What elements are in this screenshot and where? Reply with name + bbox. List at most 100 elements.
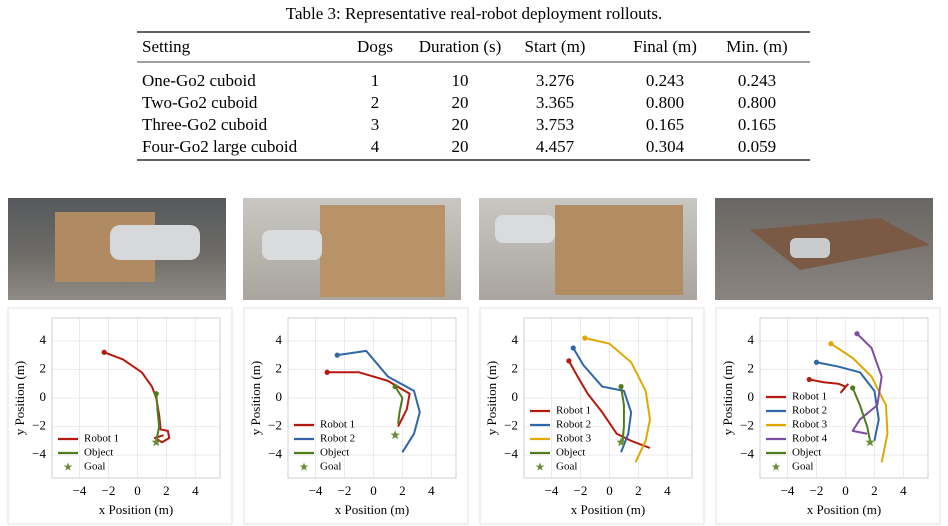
y-tick-label: 4 bbox=[276, 332, 283, 347]
panel bbox=[243, 307, 469, 525]
trajectory bbox=[620, 386, 625, 443]
x-tick-label: 0 bbox=[842, 483, 849, 498]
legend-label: Goal bbox=[792, 461, 813, 473]
x-tick-label: 4 bbox=[900, 483, 907, 498]
y-tick-label: −4 bbox=[740, 446, 754, 461]
photo-box bbox=[555, 205, 683, 295]
legend-swatch bbox=[299, 462, 309, 471]
start-point bbox=[566, 358, 572, 364]
trajectory bbox=[809, 378, 850, 394]
legend: Robot 1 Robot 2 Robot 3 Object Goal bbox=[530, 405, 592, 473]
table-cell: 0.059 bbox=[738, 137, 776, 156]
start-point bbox=[806, 376, 812, 383]
table-cell: One-Go2 cuboid bbox=[142, 71, 256, 90]
table-header: Setting bbox=[142, 37, 191, 56]
legend: Robot 1 Object Goal bbox=[58, 433, 119, 473]
start-point bbox=[153, 391, 159, 397]
trajectory bbox=[816, 361, 880, 442]
table-cell: 4 bbox=[371, 137, 380, 156]
photo-robot bbox=[495, 215, 555, 243]
y-tick-label: 2 bbox=[748, 360, 755, 375]
photo-robot bbox=[262, 230, 322, 260]
x-tick-label: 2 bbox=[163, 483, 170, 498]
y-tick-label: −2 bbox=[32, 418, 46, 433]
x-tick-label: 4 bbox=[428, 483, 435, 498]
photo-box bbox=[320, 205, 445, 297]
table-header: Start (m) bbox=[525, 37, 586, 56]
start-point bbox=[570, 345, 576, 351]
x-tick-label: −4 bbox=[309, 483, 323, 498]
goal-marker bbox=[151, 437, 162, 447]
trajectory bbox=[572, 347, 633, 453]
legend-label: Object bbox=[320, 447, 349, 459]
table-cell: 20 bbox=[452, 93, 469, 112]
table-cell: 1 bbox=[371, 71, 380, 90]
x-tick-label: 0 bbox=[606, 483, 613, 498]
plot-frame bbox=[523, 317, 693, 479]
table-cell: Three-Go2 cuboid bbox=[142, 115, 268, 134]
y-tick-label: −2 bbox=[268, 418, 282, 433]
table-cell: 0.800 bbox=[738, 93, 776, 112]
plot-frame bbox=[51, 317, 221, 479]
goal-marker bbox=[616, 437, 626, 447]
legend-label: Object bbox=[556, 447, 585, 459]
table-cell: Four-Go2 large cuboid bbox=[142, 137, 298, 156]
table-cell: 0.800 bbox=[646, 93, 684, 112]
legend: Robot 1 Robot 2 Object Goal bbox=[294, 419, 355, 473]
legend-swatch bbox=[535, 462, 545, 471]
panel bbox=[715, 307, 941, 525]
legend-label: Robot 1 bbox=[84, 433, 119, 445]
trajectory bbox=[584, 337, 651, 463]
table-cell: 0.243 bbox=[646, 71, 684, 90]
x-tick-label: −4 bbox=[545, 483, 559, 498]
y-tick-label: 2 bbox=[40, 360, 47, 375]
table-cell: 3.365 bbox=[536, 93, 574, 112]
table-cell: 3.276 bbox=[536, 71, 574, 90]
trajectory bbox=[851, 387, 872, 442]
table-cell: 0.165 bbox=[738, 115, 776, 134]
y-tick-label: −4 bbox=[504, 446, 518, 461]
x-axis-label: x Position (m) bbox=[99, 502, 173, 517]
start-point bbox=[324, 369, 330, 375]
photo-robot bbox=[790, 238, 830, 258]
x-axis-label: x Position (m) bbox=[807, 502, 881, 517]
photos bbox=[8, 198, 933, 300]
y-tick-label: 0 bbox=[748, 389, 755, 404]
table-cell: 0.304 bbox=[646, 137, 685, 156]
x-tick-label: 4 bbox=[664, 483, 671, 498]
x-axis-label: x Position (m) bbox=[335, 502, 409, 517]
start-point bbox=[101, 349, 107, 355]
trajectory bbox=[337, 349, 421, 453]
start-point bbox=[392, 383, 398, 390]
y-tick-label: 2 bbox=[276, 360, 283, 375]
chart: −4 −2 0 2 4 −4 −2 0 2 4 x Position (m) y Position (… bbox=[243, 307, 469, 525]
legend-label: Goal bbox=[84, 461, 105, 473]
table-caption: Table 3: Representative real-robot deplo… bbox=[286, 4, 662, 23]
table-cell: 0.165 bbox=[646, 115, 684, 134]
trajectory bbox=[327, 371, 411, 428]
y-tick-label: −4 bbox=[32, 446, 46, 461]
trajectory bbox=[568, 360, 651, 449]
legend-label: Robot 2 bbox=[792, 405, 827, 417]
x-tick-label: 0 bbox=[134, 483, 141, 498]
x-tick-label: 2 bbox=[399, 483, 406, 498]
y-axis-label: y Position (m) bbox=[484, 361, 499, 435]
legend-label: Goal bbox=[556, 461, 577, 473]
table-cell: 20 bbox=[452, 137, 469, 156]
legend-label: Object bbox=[792, 447, 821, 459]
goal-marker bbox=[390, 430, 400, 440]
photo-robot bbox=[110, 225, 200, 260]
x-tick-label: −4 bbox=[73, 483, 87, 498]
panel bbox=[479, 307, 705, 525]
start-point bbox=[618, 383, 624, 390]
legend-label: Goal bbox=[320, 461, 341, 473]
start-point bbox=[813, 359, 820, 365]
legend-label: Robot 3 bbox=[792, 419, 828, 431]
x-tick-label: 2 bbox=[871, 483, 878, 498]
chart: −4 −2 0 2 4 −4 −2 0 2 4 x Position (m) y Position (… bbox=[479, 307, 705, 525]
y-tick-label: 4 bbox=[748, 332, 755, 347]
legend-label: Robot 4 bbox=[792, 433, 828, 445]
x-tick-label: 2 bbox=[635, 483, 642, 498]
goal-marker bbox=[865, 437, 875, 447]
